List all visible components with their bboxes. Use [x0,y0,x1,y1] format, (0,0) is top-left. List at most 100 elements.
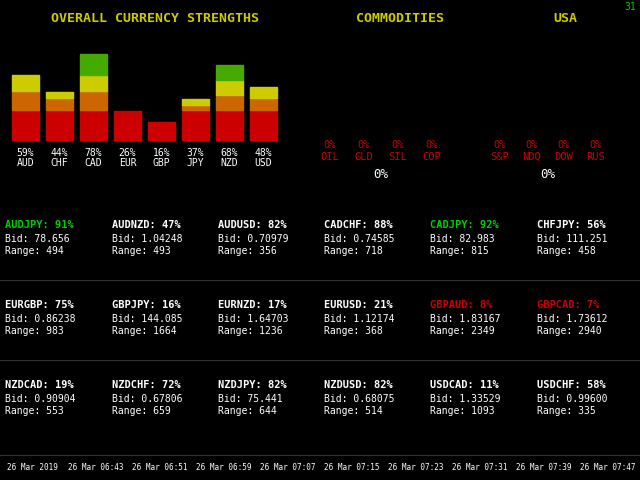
Text: Bid: 0.99600: Bid: 0.99600 [537,394,607,404]
Text: 44%: 44% [51,148,68,158]
Text: USDCHF: 58%: USDCHF: 58% [537,380,605,390]
Text: Bid: 1.83167: Bid: 1.83167 [430,314,500,324]
Text: 48%: 48% [255,148,272,158]
Text: Range: 815: Range: 815 [430,246,489,256]
Text: Range: 514: Range: 514 [324,406,383,416]
Bar [216,80,243,95]
Text: NZDUSD: 82%: NZDUSD: 82% [324,380,393,390]
Text: Range: 368: Range: 368 [324,326,383,336]
Text: GLD: GLD [355,152,373,162]
Text: Range: 458: Range: 458 [537,246,596,256]
Bar [12,91,39,110]
Bar [46,110,73,140]
Text: OVERALL CURRENCY STRENGTHS: OVERALL CURRENCY STRENGTHS [51,12,259,25]
Text: GBPJPY: 16%: GBPJPY: 16% [112,300,180,310]
Text: SIL: SIL [388,152,408,162]
Text: EURGBP: 75%: EURGBP: 75% [5,300,74,310]
Text: 26 Mar 07:23: 26 Mar 07:23 [388,463,444,472]
Text: Range: 2349: Range: 2349 [430,326,495,336]
Text: 26%: 26% [118,148,136,158]
Text: CAD: CAD [84,158,102,168]
Bar [216,95,243,110]
Text: Range: 335: Range: 335 [537,406,596,416]
Text: USDCAD: 11%: USDCAD: 11% [430,380,499,390]
Text: 37%: 37% [187,148,204,158]
Text: 26 Mar 07:07: 26 Mar 07:07 [260,463,316,472]
Bar [46,92,73,98]
Text: S&P: S&P [491,152,509,162]
Text: Bid: 0.70979: Bid: 0.70979 [218,234,289,244]
Text: NZDCAD: 19%: NZDCAD: 19% [5,380,74,390]
Text: NZDJPY: 82%: NZDJPY: 82% [218,380,287,390]
Text: OIL: OIL [321,152,339,162]
Text: DOW: DOW [555,152,573,162]
Text: USA: USA [553,12,577,25]
Text: Bid: 78.656: Bid: 78.656 [5,234,70,244]
Bar [80,75,107,91]
Text: EURUSD: 21%: EURUSD: 21% [324,300,393,310]
Text: 0%: 0% [541,168,556,181]
Text: Range: 1236: Range: 1236 [218,326,283,336]
Text: Bid: 0.86238: Bid: 0.86238 [5,314,76,324]
Text: 26 Mar 07:47: 26 Mar 07:47 [580,463,636,472]
Text: 26 Mar 07:31: 26 Mar 07:31 [452,463,508,472]
Bar [182,110,209,140]
Text: 68%: 68% [221,148,238,158]
Text: Bid: 0.67806: Bid: 0.67806 [112,394,182,404]
Text: 0%: 0% [374,168,388,181]
Text: 0%: 0% [324,140,336,150]
Text: Range: 494: Range: 494 [5,246,64,256]
Text: Range: 644: Range: 644 [218,406,276,416]
Text: EURNZD: 17%: EURNZD: 17% [218,300,287,310]
Text: 59%: 59% [17,148,35,158]
Text: Bid: 111.251: Bid: 111.251 [537,234,607,244]
Text: Range: 983: Range: 983 [5,326,64,336]
Text: 26 Mar 06:59: 26 Mar 06:59 [196,463,252,472]
Text: GBP: GBP [153,158,170,168]
Bar [148,122,175,140]
Text: 0%: 0% [426,140,438,150]
Text: CADCHF: 88%: CADCHF: 88% [324,220,393,230]
Text: 0%: 0% [358,140,371,150]
Text: 26 Mar 07:15: 26 Mar 07:15 [324,463,380,472]
Text: 0%: 0% [525,140,538,150]
Text: CADJPY: 92%: CADJPY: 92% [430,220,499,230]
Text: Bid: 75.441: Bid: 75.441 [218,394,283,404]
Bar [250,98,277,110]
Text: 0%: 0% [392,140,404,150]
Text: Bid: 1.33529: Bid: 1.33529 [430,394,500,404]
Text: Range: 2940: Range: 2940 [537,326,602,336]
Bar [46,98,73,110]
Text: 31: 31 [624,2,636,12]
Text: Range: 493: Range: 493 [112,246,171,256]
Text: AUD: AUD [17,158,35,168]
Text: Range: 718: Range: 718 [324,246,383,256]
Bar [80,91,107,110]
Text: CHF: CHF [51,158,68,168]
Text: GBPCAD: 7%: GBPCAD: 7% [537,300,600,310]
Text: Bid: 82.983: Bid: 82.983 [430,234,495,244]
Text: 0%: 0% [589,140,602,150]
Bar [80,54,107,75]
Text: 78%: 78% [84,148,102,158]
Text: COMMODITIES: COMMODITIES [356,12,444,25]
Text: Bid: 0.74585: Bid: 0.74585 [324,234,394,244]
Bar [250,87,277,98]
Bar [182,105,209,110]
Text: Bid: 0.90904: Bid: 0.90904 [5,394,76,404]
Text: Bid: 1.04248: Bid: 1.04248 [112,234,182,244]
Text: Bid: 0.68075: Bid: 0.68075 [324,394,394,404]
Text: 0%: 0% [493,140,506,150]
Text: Range: 1093: Range: 1093 [430,406,495,416]
Text: 26 Mar 2019: 26 Mar 2019 [6,463,58,472]
Text: RUS: RUS [587,152,605,162]
Text: AUDJPY: 91%: AUDJPY: 91% [5,220,74,230]
Text: 26 Mar 06:43: 26 Mar 06:43 [68,463,124,472]
Text: Range: 1664: Range: 1664 [112,326,177,336]
Text: NDQ: NDQ [523,152,541,162]
Bar [114,111,141,140]
Bar [80,110,107,140]
Text: Range: 356: Range: 356 [218,246,276,256]
Text: USD: USD [255,158,272,168]
Text: Range: 553: Range: 553 [5,406,64,416]
